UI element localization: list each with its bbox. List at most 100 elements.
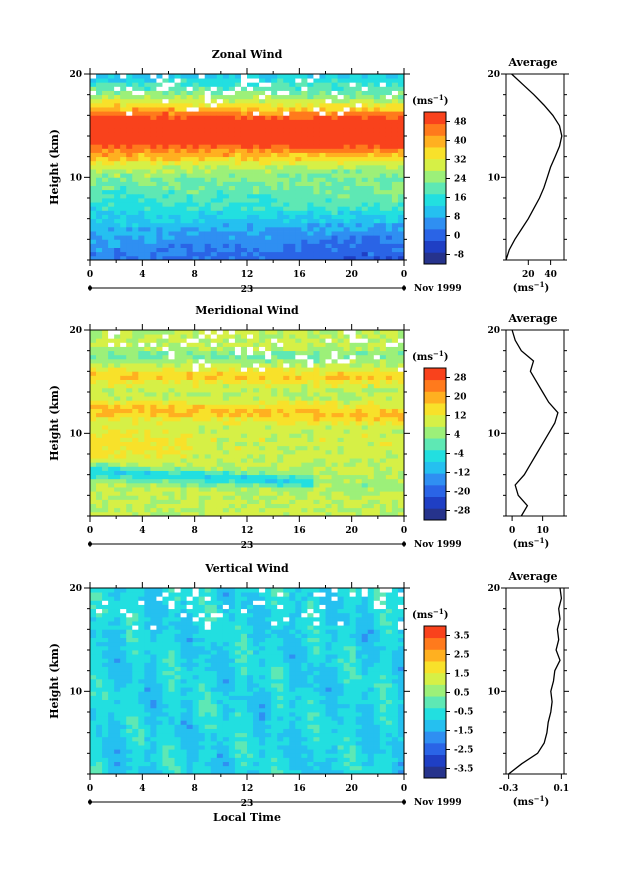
heatmap-cell [216,354,224,360]
heatmap-cell [216,338,224,343]
heatmap-cell [319,383,326,389]
heatmap-cell [150,330,157,335]
heatmap-cell [289,400,296,405]
heatmap-cell [102,169,109,174]
heatmap-cell [373,458,381,463]
heatmap-cell [174,404,181,409]
heatmap-cell [174,185,181,191]
heatmap-cell [198,177,206,182]
heatmap-cell [204,231,212,236]
heatmap-cell [198,441,206,447]
heatmap-cell [367,94,375,100]
heatmap-cell [174,367,181,372]
heatmap-cell [132,511,139,517]
heatmap-cell [192,503,200,509]
heatmap-cell [265,449,272,455]
heatmap-cell [192,420,200,426]
heatmap-cell [150,156,157,162]
heatmap-cell [325,387,332,393]
heatmap-cell [120,482,127,488]
heatmap-cell [379,156,387,162]
heatmap-cell [90,462,97,467]
heatmap-cell [379,198,387,203]
heatmap-cell [174,416,181,422]
heatmap-cell [367,210,375,215]
heatmap-cell [138,82,145,87]
heatmap-cell [361,466,369,471]
heatmap-cell [192,148,200,153]
heatmap-cell [96,478,103,484]
heatmap-cell [174,102,181,108]
heatmap-cell [156,127,163,133]
heatmap-cell [391,499,399,504]
heatmap-cell [367,437,375,442]
heatmap-cell [277,375,284,380]
heatmap-cell [108,429,115,434]
heatmap-cell [144,396,151,401]
panel-title: Meridional Wind [195,304,299,317]
heatmap-cell [90,202,97,207]
heatmap-cell [210,408,218,414]
heatmap-cell [120,330,127,335]
heatmap-cell [102,454,109,459]
heatmap-cell [162,218,169,224]
heatmap-cell [198,371,206,376]
heatmap-cell [216,330,224,335]
heatmap-cell [234,437,242,442]
heatmap-cell [349,487,357,492]
heatmap-cell [144,491,151,496]
heatmap-cell [108,425,115,430]
heatmap-cell [174,198,181,203]
heatmap-cell [120,420,127,426]
heatmap-cell [337,193,345,199]
heatmap-cell [325,144,332,149]
heatmap-cell [391,441,399,447]
heatmap-cell [367,160,375,166]
heatmap-cell [391,491,399,496]
heatmap-cell [150,102,157,108]
heatmap-cell [102,181,109,186]
heatmap-cell [90,761,97,767]
heatmap-cell [180,503,188,509]
heatmap-cell [295,387,302,393]
heatmap-cell [90,115,97,120]
heatmap-cell [108,156,115,162]
heatmap-cell [253,387,260,393]
heatmap-cell [271,449,278,455]
heatmap-cell [192,131,200,137]
heatmap-cell [337,255,345,261]
heatmap-cell [307,164,314,170]
heatmap-cell [391,404,399,409]
heatmap-cell [138,503,145,509]
heatmap-cell [210,454,218,459]
heatmap-cell [234,78,242,83]
heatmap-cell [198,404,206,409]
heatmap-cell [259,164,266,170]
heatmap-cell [385,156,393,162]
heatmap-cell [120,474,127,480]
heatmap-cell [271,511,278,517]
heatmap-cell [247,429,254,434]
heatmap-cell [361,458,369,463]
heatmap-cell [192,441,200,447]
heatmap-cell [108,222,115,228]
heatmap-cell [367,156,375,162]
heatmap-cell [180,185,188,191]
heatmap-cell [138,342,145,347]
heatmap-cell [90,144,97,149]
heatmap-cell [102,255,109,261]
heatmap-cell [150,350,157,356]
heatmap-cell [253,198,260,203]
heatmap-cell [240,131,248,137]
heatmap-cell [144,511,151,517]
heatmap-cell [253,350,260,356]
heatmap-cell [216,148,224,153]
heatmap-cell [168,458,175,463]
heatmap-cell [331,478,338,484]
heatmap-cell [295,107,302,112]
heatmap-cell [271,98,278,104]
heatmap-cell [108,152,115,158]
heatmap-cell [343,334,351,339]
heatmap-cell [271,499,278,504]
heatmap-cell [96,367,103,372]
